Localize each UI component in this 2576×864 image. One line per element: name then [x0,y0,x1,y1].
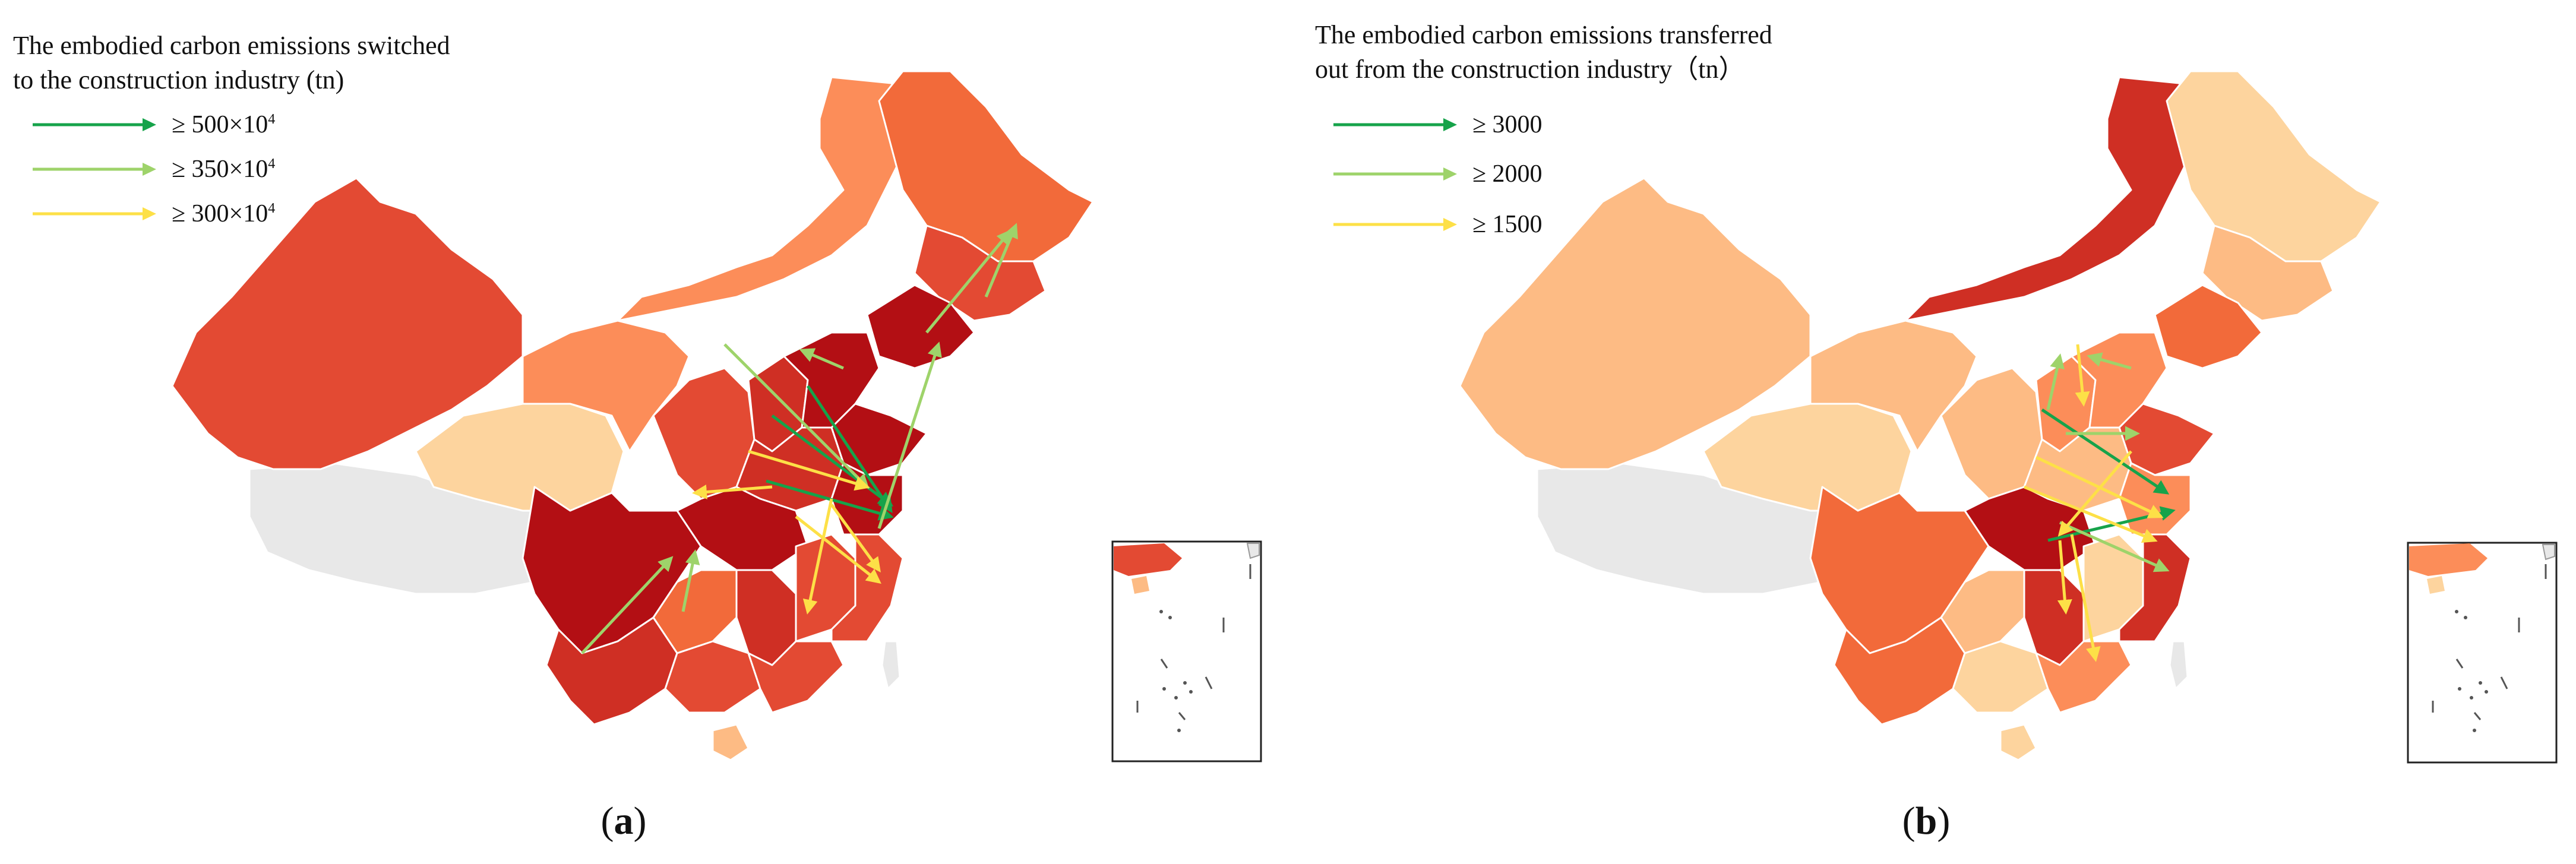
region-taiwan [881,640,901,690]
region-guangdong [2035,640,2132,714]
region-jilin [914,224,1047,322]
china-choropleth-map-b [1459,70,2558,764]
region-gansu [1809,319,1978,452]
region-guangxi [1952,640,2049,714]
region-gansu [521,319,690,452]
light-green-arrow-icon [33,163,156,176]
yellow-arrow-icon [1333,218,1457,231]
map-panel-b: The embodied carbon emissions transferre… [1288,0,2575,864]
legend-item-light-green-a: ≥ 350×104 [33,151,275,187]
legend-item-light-green-b: ≥ 2000 [1333,156,1543,192]
yellow-arrow-icon [33,207,156,220]
legend-item-yellow-b: ≥ 1500 [1333,207,1543,242]
china-choropleth-map-a [171,70,1262,762]
panel-caption-b: (b) [1902,799,1951,843]
legend-label: ≥ 350×104 [172,156,276,183]
region-tibet [1536,462,1859,595]
legend-item-yellow-a: ≥ 300×104 [33,196,275,232]
region-xinjiang [1459,177,1812,470]
region-inner-mongolia [1904,76,2215,322]
flow-arrows-a [581,223,1018,654]
legend-title-b: The embodied carbon emissions transferre… [1315,20,1772,84]
legend-label: ≥ 2000 [1472,160,1543,188]
light-green-arrow-icon [1333,167,1457,181]
region-qinghai [415,403,625,512]
region-guangxi [664,640,761,714]
region-guangdong [747,640,845,714]
region-heilongjiang [878,70,1094,262]
region-chongqing-hubei [676,486,809,571]
region-zhejiang-fujian [830,533,904,643]
legend-label: ≥ 500×104 [172,111,276,138]
flow-arrows-b [2024,344,2176,662]
panel-caption-a: (a) [600,799,647,843]
legend-item-dark-green-b: ≥ 3000 [1333,107,1543,143]
legend-label: ≥ 3000 [1472,111,1543,138]
region-xinjiang [171,177,524,470]
legend-label: ≥ 1500 [1472,211,1543,238]
south-china-sea-inset-a [1111,540,1262,762]
region-inner-mongolia [617,76,928,322]
region-liaoning [2154,284,2263,369]
region-jilin [2201,224,2334,322]
region-tibet [248,462,571,595]
region-hainan [1999,723,2037,761]
legend-item-dark-green-a: ≥ 500×104 [33,107,275,143]
region-chongqing-hubei [1964,486,2097,571]
dark-green-arrow-icon [1333,118,1457,131]
region-zhejiang-fujian [2118,533,2192,643]
map-panel-a: The embodied carbon emissions switched to… [13,31,1262,843]
dark-green-arrow-icon [33,118,156,131]
region-heilongjiang [2166,70,2382,262]
legend-title-a: The embodied carbon emissions switched to… [13,31,450,94]
region-taiwan [2169,640,2189,690]
region-hainan [712,723,750,761]
legend-label: ≥ 300×104 [172,200,276,227]
region-qinghai [1702,403,1913,512]
south-china-sea-inset-b [2407,542,2558,764]
